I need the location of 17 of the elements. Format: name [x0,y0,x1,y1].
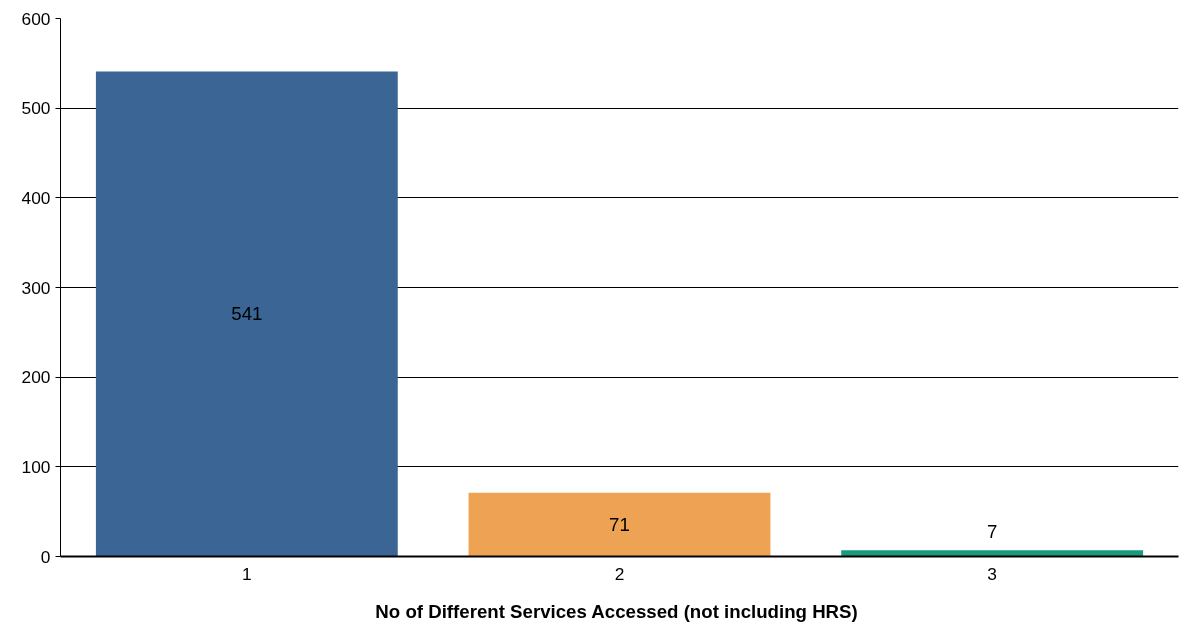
y-tick-label: 500 [21,98,51,119]
bar [841,550,1144,557]
bar [95,71,398,557]
x-tick-label: 3 [987,563,997,584]
y-tick-label: 400 [21,187,51,208]
x-axis-title: No of Different Services Accessed (not including HRS) [375,600,858,622]
y-tick-label: 100 [21,456,51,477]
x-tick-label: 1 [242,563,252,584]
x-tick-label: 2 [614,563,625,584]
y-tick-label: 600 [21,8,51,29]
y-tick-label: 0 [40,546,51,567]
y-tick-label: 200 [21,367,51,388]
y-tick-label: 300 [21,277,51,298]
bar [468,492,771,557]
data-label: 541 [231,303,263,325]
data-label: 71 [609,514,630,536]
data-label: 7 [986,520,998,542]
